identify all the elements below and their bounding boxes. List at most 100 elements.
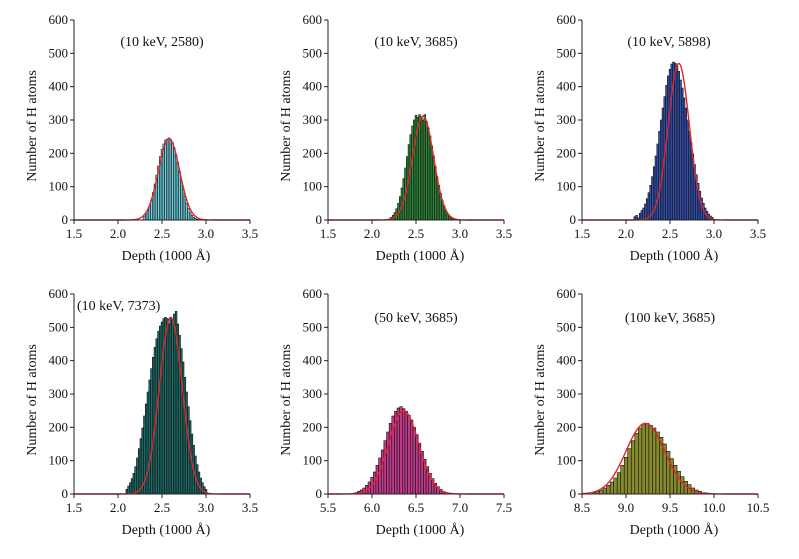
x-tick-label: 3.5 xyxy=(242,226,258,241)
histogram-bar xyxy=(645,423,650,495)
y-tick-label: 400 xyxy=(557,353,577,368)
x-tick-label: 2.0 xyxy=(618,226,634,241)
y-tick-label: 500 xyxy=(303,319,323,334)
y-tick-label: 0 xyxy=(62,486,69,501)
x-axis-label: Depth (1000 Å) xyxy=(122,522,211,538)
x-tick-label: 9.0 xyxy=(618,500,634,515)
chart-panel-5: 5.5 6.0 6.5 7.0 7.5 0 100 200 300 400 500 600 Depth … xyxy=(279,286,512,538)
histogram-bar xyxy=(630,440,636,495)
y-tick-label: 200 xyxy=(557,145,577,160)
histogram-bar xyxy=(620,465,625,495)
y-tick-label: 600 xyxy=(49,286,69,301)
histogram-bar xyxy=(606,485,611,495)
histogram-bar xyxy=(409,419,414,495)
y-axis-label: Number of H atoms xyxy=(25,70,40,182)
x-tick-label: 3.0 xyxy=(452,226,468,241)
x-tick-label: 1.5 xyxy=(66,226,82,241)
y-axis-label: Number of H atoms xyxy=(533,344,548,456)
panel-annotation: (10 keV, 2580) xyxy=(120,35,204,50)
x-axis-label: Depth (1000 Å) xyxy=(376,522,465,538)
x-tick-label: 6.5 xyxy=(408,500,424,515)
histogram-bar xyxy=(680,476,685,495)
y-tick-label: 600 xyxy=(557,286,577,301)
x-tick-label: 2.5 xyxy=(154,500,170,515)
x-tick-label: 10.0 xyxy=(703,500,726,515)
x-tick-label: 10.5 xyxy=(747,500,770,515)
histogram-bar xyxy=(383,440,387,495)
y-tick-label: 600 xyxy=(303,286,323,301)
chart-panel-2: 1.5 2.0 2.5 3.0 3.5 0 100 200 300 400 500 600 Depth … xyxy=(279,12,512,264)
y-tick-label: 300 xyxy=(303,386,323,401)
panel-annotation: (100 keV, 3685) xyxy=(625,311,716,326)
histogram-bar xyxy=(655,431,660,495)
y-axis-label: Number of H atoms xyxy=(25,344,40,456)
histogram-bar xyxy=(396,407,401,495)
y-tick-label: 100 xyxy=(557,453,577,468)
x-tick-label: 3.0 xyxy=(706,226,722,241)
histogram-bar xyxy=(412,427,416,495)
y-tick-label: 100 xyxy=(49,453,69,468)
y-tick-label: 100 xyxy=(557,179,577,194)
y-tick-label: 500 xyxy=(49,45,69,60)
y-tick-label: 100 xyxy=(303,453,323,468)
y-tick-label: 300 xyxy=(557,112,577,127)
y-tick-label: 200 xyxy=(303,145,323,160)
x-tick-label: 2.0 xyxy=(110,226,126,241)
x-tick-label: 1.5 xyxy=(574,226,590,241)
y-tick-label: 400 xyxy=(49,79,69,94)
y-tick-label: 200 xyxy=(49,145,69,160)
panel-annotation: (10 keV, 3685) xyxy=(374,35,458,50)
y-tick-label: 500 xyxy=(557,45,577,60)
x-tick-label: 3.5 xyxy=(242,500,258,515)
y-tick-label: 300 xyxy=(49,112,69,127)
y-tick-label: 400 xyxy=(303,79,323,94)
y-tick-label: 500 xyxy=(49,319,69,334)
panel-annotation: (10 keV, 7373) xyxy=(77,299,161,314)
y-tick-label: 600 xyxy=(49,12,69,27)
y-tick-label: 0 xyxy=(570,212,577,227)
histogram-bar xyxy=(613,477,618,495)
x-axis-label: Depth (1000 Å) xyxy=(630,522,719,538)
histogram-bar xyxy=(602,487,607,495)
y-tick-label: 400 xyxy=(303,353,323,368)
y-axis-label: Number of H atoms xyxy=(279,344,294,456)
x-tick-label: 2.0 xyxy=(364,226,380,241)
y-tick-label: 500 xyxy=(303,45,323,60)
x-tick-label: 2.5 xyxy=(154,226,170,241)
histogram-bar xyxy=(380,449,385,495)
histogram-bar xyxy=(404,411,408,495)
y-axis-label: Number of H atoms xyxy=(279,70,294,182)
x-tick-label: 3.0 xyxy=(198,226,214,241)
histogram-bar xyxy=(648,425,653,495)
y-tick-label: 0 xyxy=(62,212,69,227)
y-tick-label: 200 xyxy=(303,419,323,434)
x-tick-label: 6.0 xyxy=(364,500,380,515)
histogram-bar xyxy=(627,448,632,495)
y-tick-label: 0 xyxy=(316,486,323,501)
chart-panel-4: 1.5 2.0 2.5 3.0 3.5 0 100 200 300 400 500 600 Depth … xyxy=(25,286,258,538)
x-tick-label: 2.5 xyxy=(662,226,678,241)
histogram-bar xyxy=(599,489,604,495)
histogram-bar xyxy=(638,427,643,495)
y-tick-label: 200 xyxy=(49,419,69,434)
chart-panel-6: 8.5 9.0 9.5 10.0 10.5 0 100 200 300 400 500 600 Dept… xyxy=(533,286,769,538)
y-tick-label: 300 xyxy=(557,386,577,401)
histogram-bar xyxy=(402,408,406,495)
histogram-bar xyxy=(609,481,614,495)
x-tick-label: 9.5 xyxy=(662,500,678,515)
x-tick-label: 7.0 xyxy=(452,500,468,515)
histogram-bar xyxy=(634,433,639,495)
y-tick-label: 0 xyxy=(570,486,577,501)
x-tick-label: 8.5 xyxy=(574,500,590,515)
histogram-bar xyxy=(652,427,657,495)
histogram-bar xyxy=(378,457,382,495)
x-tick-label: 3.5 xyxy=(750,226,766,241)
histogram-bar xyxy=(616,472,622,495)
y-tick-label: 400 xyxy=(49,353,69,368)
x-tick-label: 3.5 xyxy=(496,226,512,241)
x-tick-label: 3.0 xyxy=(198,500,214,515)
y-tick-label: 300 xyxy=(49,386,69,401)
y-tick-label: 500 xyxy=(557,319,577,334)
histogram-bar xyxy=(399,406,403,495)
